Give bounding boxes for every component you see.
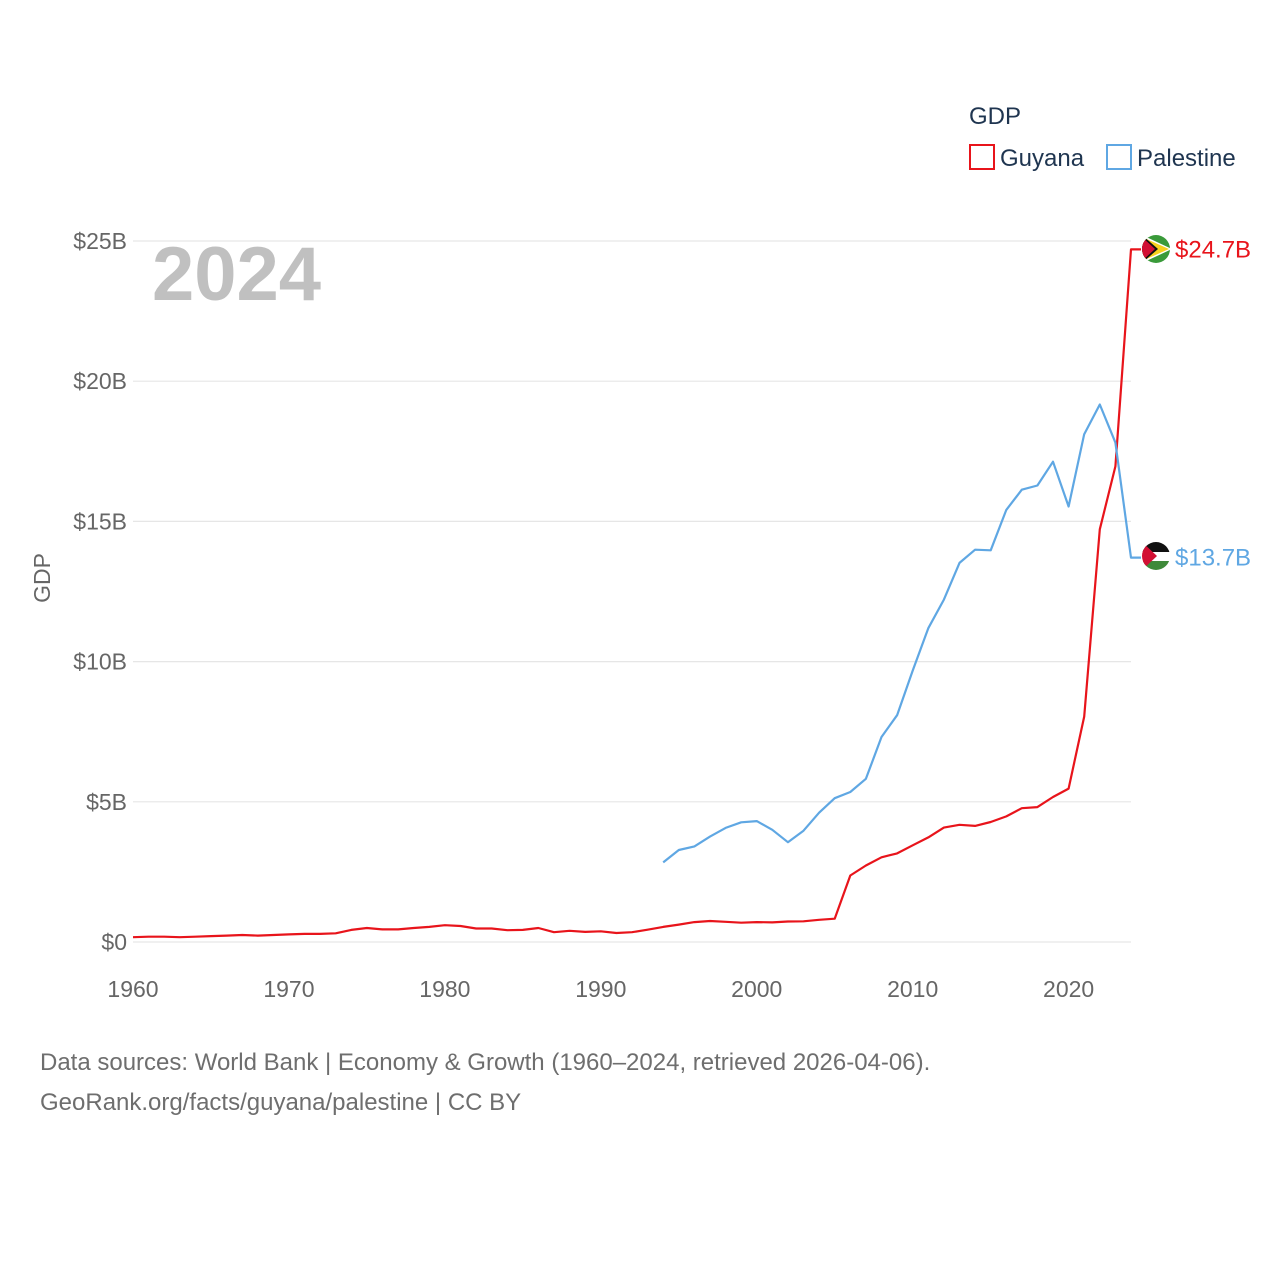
- source-line-1: Data sources: World Bank | Economy & Gro…: [40, 1049, 931, 1076]
- y-tick-label-2: $10B: [73, 649, 127, 675]
- x-tick-label-3: 1990: [575, 976, 626, 1002]
- y-tick-label-4: $20B: [73, 368, 127, 394]
- legend: GDP Guyana Palestine: [969, 103, 1236, 172]
- x-tick-label-6: 2020: [1043, 976, 1094, 1002]
- palestine-flag-icon: [1142, 542, 1170, 570]
- series-line-palestine[interactable]: [662, 403, 1141, 864]
- legend-label-palestine[interactable]: Palestine: [1137, 145, 1236, 172]
- y-tick-label-3: $15B: [73, 508, 127, 534]
- x-tick-label-2: 1980: [419, 976, 470, 1002]
- x-tick-label-5: 2010: [887, 976, 938, 1002]
- y-axis-label: GDP: [29, 553, 55, 603]
- series-line-guyana[interactable]: [132, 248, 1141, 939]
- legend-label-guyana[interactable]: Guyana: [1000, 145, 1085, 172]
- gridlines: [133, 240, 1131, 943]
- source-note: Data sources: World Bank | Economy & Gro…: [40, 1043, 930, 1123]
- legend-swatch-palestine[interactable]: [1106, 144, 1132, 170]
- x-axis-ticks: 1960 1970 1980 1990 2000 2010 2020: [107, 976, 1094, 1002]
- end-markers: [1142, 235, 1170, 570]
- year-label: 2024: [152, 232, 321, 317]
- end-value-labels: $24.7B $13.7B: [1175, 236, 1251, 571]
- x-tick-label-1: 1970: [263, 976, 314, 1002]
- end-label-palestine: $13.7B: [1175, 545, 1251, 572]
- legend-swatch-guyana[interactable]: [969, 144, 995, 170]
- y-axis-ticks: $0 $5B $10B $15B $20B $25B: [73, 228, 127, 955]
- y-tick-label-0: $0: [101, 929, 127, 955]
- source-line-2: GeoRank.org/facts/guyana/palestine | CC …: [40, 1089, 522, 1116]
- x-tick-label-4: 2000: [731, 976, 782, 1002]
- legend-title: GDP: [969, 103, 1021, 130]
- guyana-flag-icon: [1142, 235, 1170, 263]
- end-label-guyana: $24.7B: [1175, 236, 1251, 263]
- y-tick-label-5: $25B: [73, 228, 127, 254]
- x-tick-label-0: 1960: [107, 976, 158, 1002]
- y-tick-label-1: $5B: [86, 789, 127, 815]
- series-lines: [132, 248, 1141, 939]
